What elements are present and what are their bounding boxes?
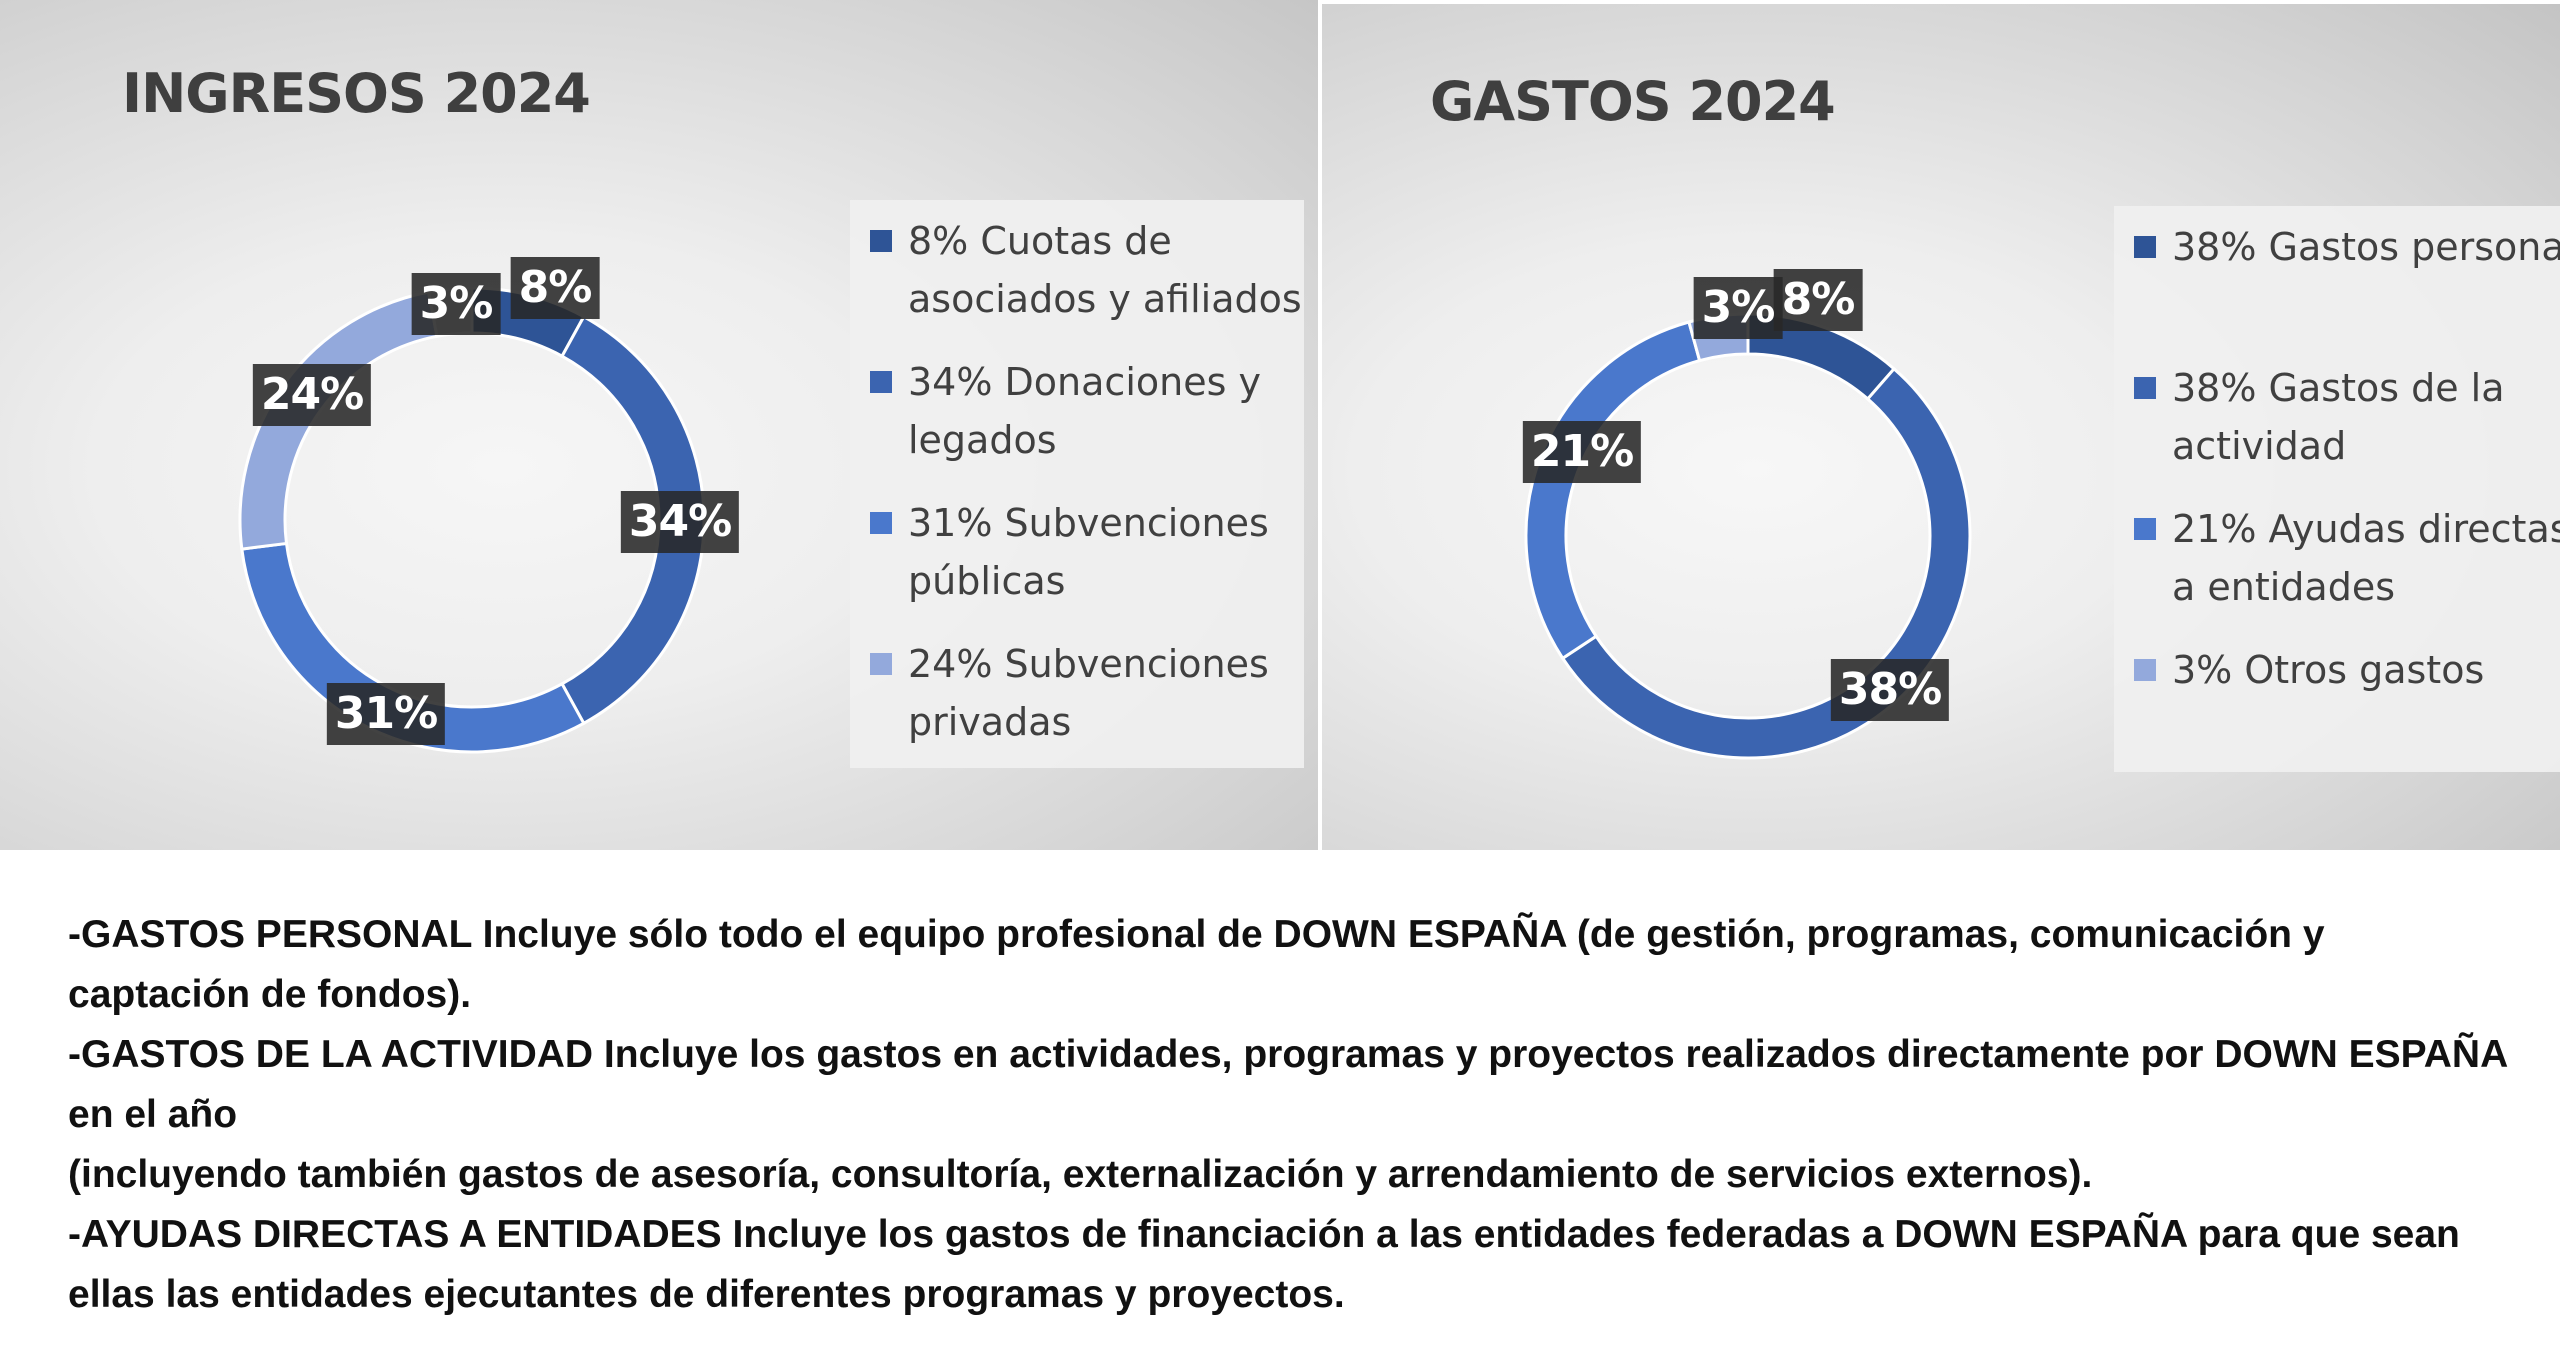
legend-label: 8% Cuotas de asociados y afiliados: [908, 219, 1302, 321]
legend-label: 31% Subvenciones públicas: [908, 501, 1269, 603]
gastos-legend: 38% Gastos personal 38% Gastos de la acti…: [2114, 206, 2560, 772]
ingresos-chart-panel: INGRESOS 2024 8% 34% 31% 24% 3% 8% Cuotas de…: [0, 0, 1322, 850]
legend-label: 34% Donaciones y legados: [908, 360, 1261, 462]
gastos-data-label-2: 21%: [1522, 421, 1642, 483]
gastos-data-label-1: 38%: [1830, 659, 1950, 721]
gastos-data-label-0: 8%: [1773, 269, 1863, 331]
legend-swatch: [870, 653, 892, 675]
gastos-chart-panel: GASTOS 2024 8% 38% 21% 3% 38% Gastos person…: [1322, 4, 2560, 850]
ingresos-chart-title: INGRESOS 2024: [122, 62, 591, 125]
gastos-chart-title: GASTOS 2024: [1430, 70, 1836, 133]
legend-label: 3% Otros gastos: [2172, 648, 2485, 692]
legend-label: 38% Gastos de la actividad: [2172, 366, 2505, 468]
legend-label: 38% Gastos personal: [2172, 225, 2560, 269]
note-ayudas-directas: -AYUDAS DIRECTAS A ENTIDADES Incluye los…: [68, 1213, 2460, 1316]
ingresos-data-label-3: 24%: [252, 364, 372, 426]
explanatory-notes: -GASTOS PERSONAL Incluye sólo todo el eq…: [68, 905, 2508, 1325]
note-gastos-personal: -GASTOS PERSONAL Incluye sólo todo el eq…: [68, 913, 2325, 1016]
legend-swatch: [2134, 236, 2156, 258]
note-gastos-actividad-detail: (incluyendo también gastos de asesoría, …: [68, 1153, 2093, 1196]
legend-swatch: [2134, 518, 2156, 540]
ingresos-data-label-2: 31%: [326, 683, 446, 745]
legend-swatch: [2134, 659, 2156, 681]
ingresos-data-label-0: 8%: [510, 257, 600, 319]
legend-swatch: [870, 230, 892, 252]
legend-label: 24% Subvenciones privadas: [908, 642, 1269, 744]
gastos-donut-slice-1: [1560, 366, 1972, 760]
legend-swatch: [2134, 377, 2156, 399]
ingresos-legend: 8% Cuotas de asociados y afiliados 34% Do…: [850, 200, 1304, 768]
gastos-data-label-3: 3%: [1693, 277, 1783, 339]
note-gastos-actividad: -GASTOS DE LA ACTIVIDAD Incluye los gast…: [68, 1033, 2507, 1136]
legend-swatch: [870, 371, 892, 393]
legend-swatch: [870, 512, 892, 534]
ingresos-data-label-1: 34%: [620, 491, 740, 553]
gastos-donut-slice-2: [1524, 320, 1702, 661]
ingresos-data-label-4: 3%: [411, 273, 501, 335]
legend-label: 21% Ayudas directas a entidades: [2172, 507, 2560, 609]
